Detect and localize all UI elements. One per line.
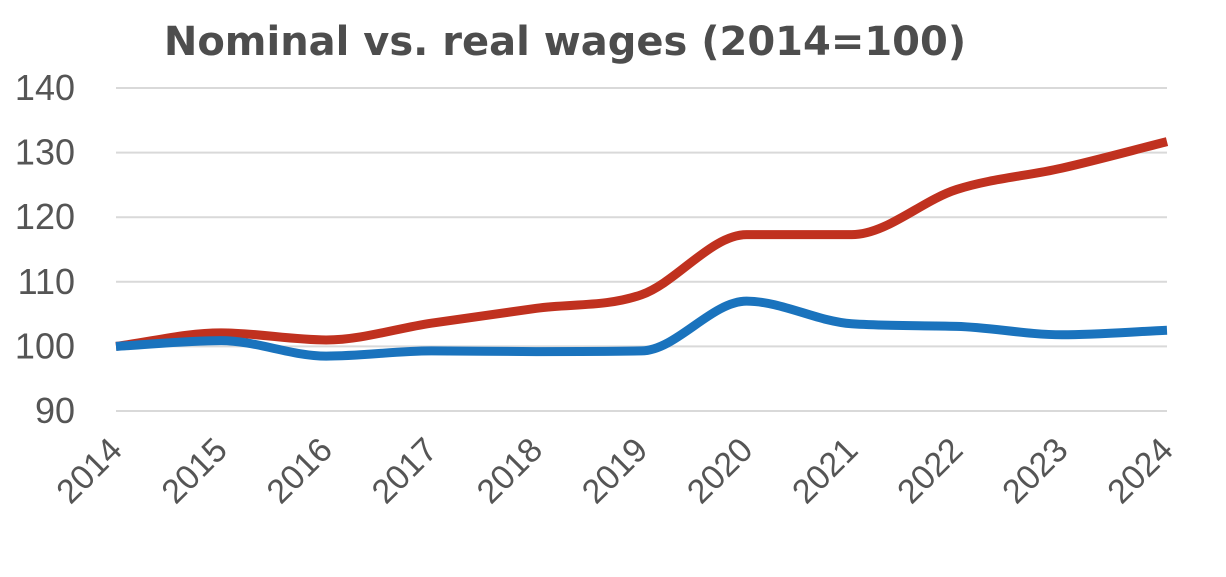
x-tick-label: 2019 bbox=[575, 431, 655, 511]
y-tick-label: 110 bbox=[18, 261, 75, 302]
x-tick-label: 2021 bbox=[785, 431, 865, 511]
x-tick-label: 2020 bbox=[680, 431, 760, 511]
x-tick-label: 2017 bbox=[365, 431, 445, 511]
x-tick-label: 2016 bbox=[260, 431, 340, 511]
y-tick-label: 130 bbox=[15, 132, 75, 173]
x-tick-label: 2023 bbox=[995, 431, 1075, 511]
x-tick-label: 2022 bbox=[890, 431, 970, 511]
chart-title: Nominal vs. real wages (2014=100) bbox=[164, 19, 966, 65]
y-tick-label: 120 bbox=[15, 196, 75, 237]
x-tick-label: 2018 bbox=[470, 431, 550, 511]
gridlines bbox=[116, 87, 1167, 412]
y-tick-label: 100 bbox=[15, 325, 75, 366]
x-tick-label: 2024 bbox=[1100, 431, 1180, 511]
y-tick-label: 140 bbox=[15, 67, 75, 108]
series-line-1 bbox=[115, 137, 1169, 351]
x-tick-label: 2015 bbox=[154, 431, 234, 511]
series-lines bbox=[115, 137, 1169, 361]
x-axis-ticks: 2014 2015 2016 2017 2018 2019 2020 2021 2022 2023… bbox=[49, 431, 1180, 511]
y-axis-ticks: 90 100 110 120 130 140 bbox=[15, 67, 75, 431]
y-tick-label: 90 bbox=[35, 390, 75, 431]
series-line-2 bbox=[115, 296, 1168, 361]
x-tick-label: 2014 bbox=[49, 431, 129, 511]
